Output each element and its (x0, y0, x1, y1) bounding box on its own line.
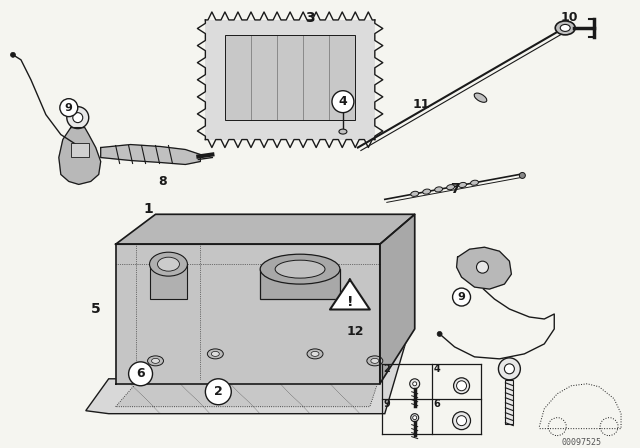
Circle shape (411, 414, 419, 422)
Text: 7: 7 (450, 182, 460, 196)
Polygon shape (116, 337, 393, 407)
Ellipse shape (211, 351, 220, 356)
Ellipse shape (339, 129, 347, 134)
FancyBboxPatch shape (71, 142, 89, 158)
Text: !: ! (347, 295, 353, 309)
Ellipse shape (560, 25, 570, 31)
Ellipse shape (422, 189, 431, 194)
Circle shape (499, 358, 520, 380)
Ellipse shape (411, 191, 419, 196)
Text: 6: 6 (433, 399, 440, 409)
Circle shape (504, 364, 515, 374)
Ellipse shape (152, 358, 159, 363)
Circle shape (73, 112, 83, 123)
Polygon shape (59, 128, 100, 185)
Text: 5: 5 (91, 302, 100, 316)
Ellipse shape (371, 358, 379, 363)
Text: 6: 6 (136, 367, 145, 380)
Ellipse shape (435, 187, 443, 192)
Circle shape (452, 412, 470, 430)
Circle shape (520, 172, 525, 178)
Ellipse shape (150, 252, 188, 276)
Ellipse shape (157, 257, 179, 271)
Ellipse shape (148, 356, 163, 366)
Circle shape (60, 99, 78, 116)
Text: 4: 4 (339, 95, 348, 108)
Circle shape (205, 379, 231, 405)
Text: 11: 11 (413, 98, 431, 111)
Circle shape (413, 416, 417, 420)
Ellipse shape (470, 180, 479, 185)
Circle shape (452, 288, 470, 306)
Text: 2: 2 (383, 364, 390, 374)
Text: 3: 3 (305, 11, 315, 25)
Ellipse shape (474, 93, 487, 102)
Polygon shape (380, 214, 415, 384)
Polygon shape (456, 247, 511, 289)
Circle shape (454, 378, 470, 394)
Circle shape (10, 52, 15, 57)
Polygon shape (100, 145, 200, 164)
FancyBboxPatch shape (260, 269, 340, 299)
Text: 9: 9 (65, 103, 73, 112)
Ellipse shape (447, 185, 454, 190)
Text: 8: 8 (158, 175, 167, 188)
FancyBboxPatch shape (205, 20, 375, 140)
Ellipse shape (556, 21, 575, 35)
Text: 00097525: 00097525 (561, 438, 601, 447)
Text: 1: 1 (143, 202, 154, 216)
Polygon shape (116, 214, 415, 244)
FancyBboxPatch shape (225, 35, 355, 120)
Text: 9: 9 (383, 399, 390, 409)
Text: 9: 9 (458, 292, 465, 302)
Text: 12: 12 (346, 325, 364, 338)
Text: 2: 2 (214, 385, 223, 398)
Text: 4: 4 (433, 364, 440, 374)
Polygon shape (116, 244, 380, 384)
Text: 10: 10 (561, 12, 578, 25)
Circle shape (437, 332, 442, 336)
Ellipse shape (459, 182, 467, 188)
Ellipse shape (207, 349, 223, 359)
Ellipse shape (367, 356, 383, 366)
Ellipse shape (307, 349, 323, 359)
Circle shape (67, 107, 89, 129)
Circle shape (413, 382, 417, 386)
Polygon shape (86, 329, 410, 414)
Circle shape (129, 362, 152, 386)
Polygon shape (330, 280, 370, 310)
Circle shape (456, 416, 467, 426)
Ellipse shape (311, 351, 319, 356)
Circle shape (332, 90, 354, 112)
Ellipse shape (275, 260, 325, 278)
FancyBboxPatch shape (150, 264, 188, 299)
FancyBboxPatch shape (506, 380, 513, 424)
Circle shape (477, 261, 488, 273)
Circle shape (410, 379, 420, 389)
Circle shape (456, 381, 467, 391)
Ellipse shape (260, 254, 340, 284)
